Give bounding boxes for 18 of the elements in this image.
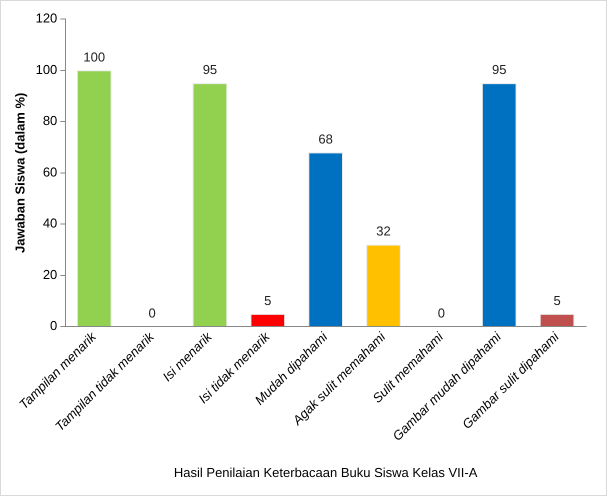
y-tick-label: 20 bbox=[42, 266, 58, 282]
y-tick-label: 80 bbox=[42, 113, 58, 128]
y-axis-title: Jawaban Siswa (dalam %) bbox=[12, 92, 28, 254]
data-label: 5 bbox=[264, 292, 272, 308]
data-label: 100 bbox=[83, 49, 106, 64]
data-label: 0 bbox=[438, 306, 445, 321]
data-label: 95 bbox=[202, 62, 218, 78]
data-label: 68 bbox=[318, 131, 333, 146]
y-tick-label: 120 bbox=[36, 10, 58, 26]
y-tick-label: 40 bbox=[42, 216, 58, 231]
y-tick-label: 0 bbox=[50, 318, 58, 334]
y-tick-label: 60 bbox=[42, 164, 58, 180]
y-tick-label: 100 bbox=[36, 62, 58, 77]
data-label: 95 bbox=[492, 62, 506, 78]
data-label: 0 bbox=[148, 306, 156, 321]
data-label: 32 bbox=[376, 224, 391, 239]
data-label: 5 bbox=[553, 292, 561, 308]
x-axis-title: Hasil Penilaian Keterbacaan Buku Siswa Kelas VII-A bbox=[174, 464, 478, 480]
